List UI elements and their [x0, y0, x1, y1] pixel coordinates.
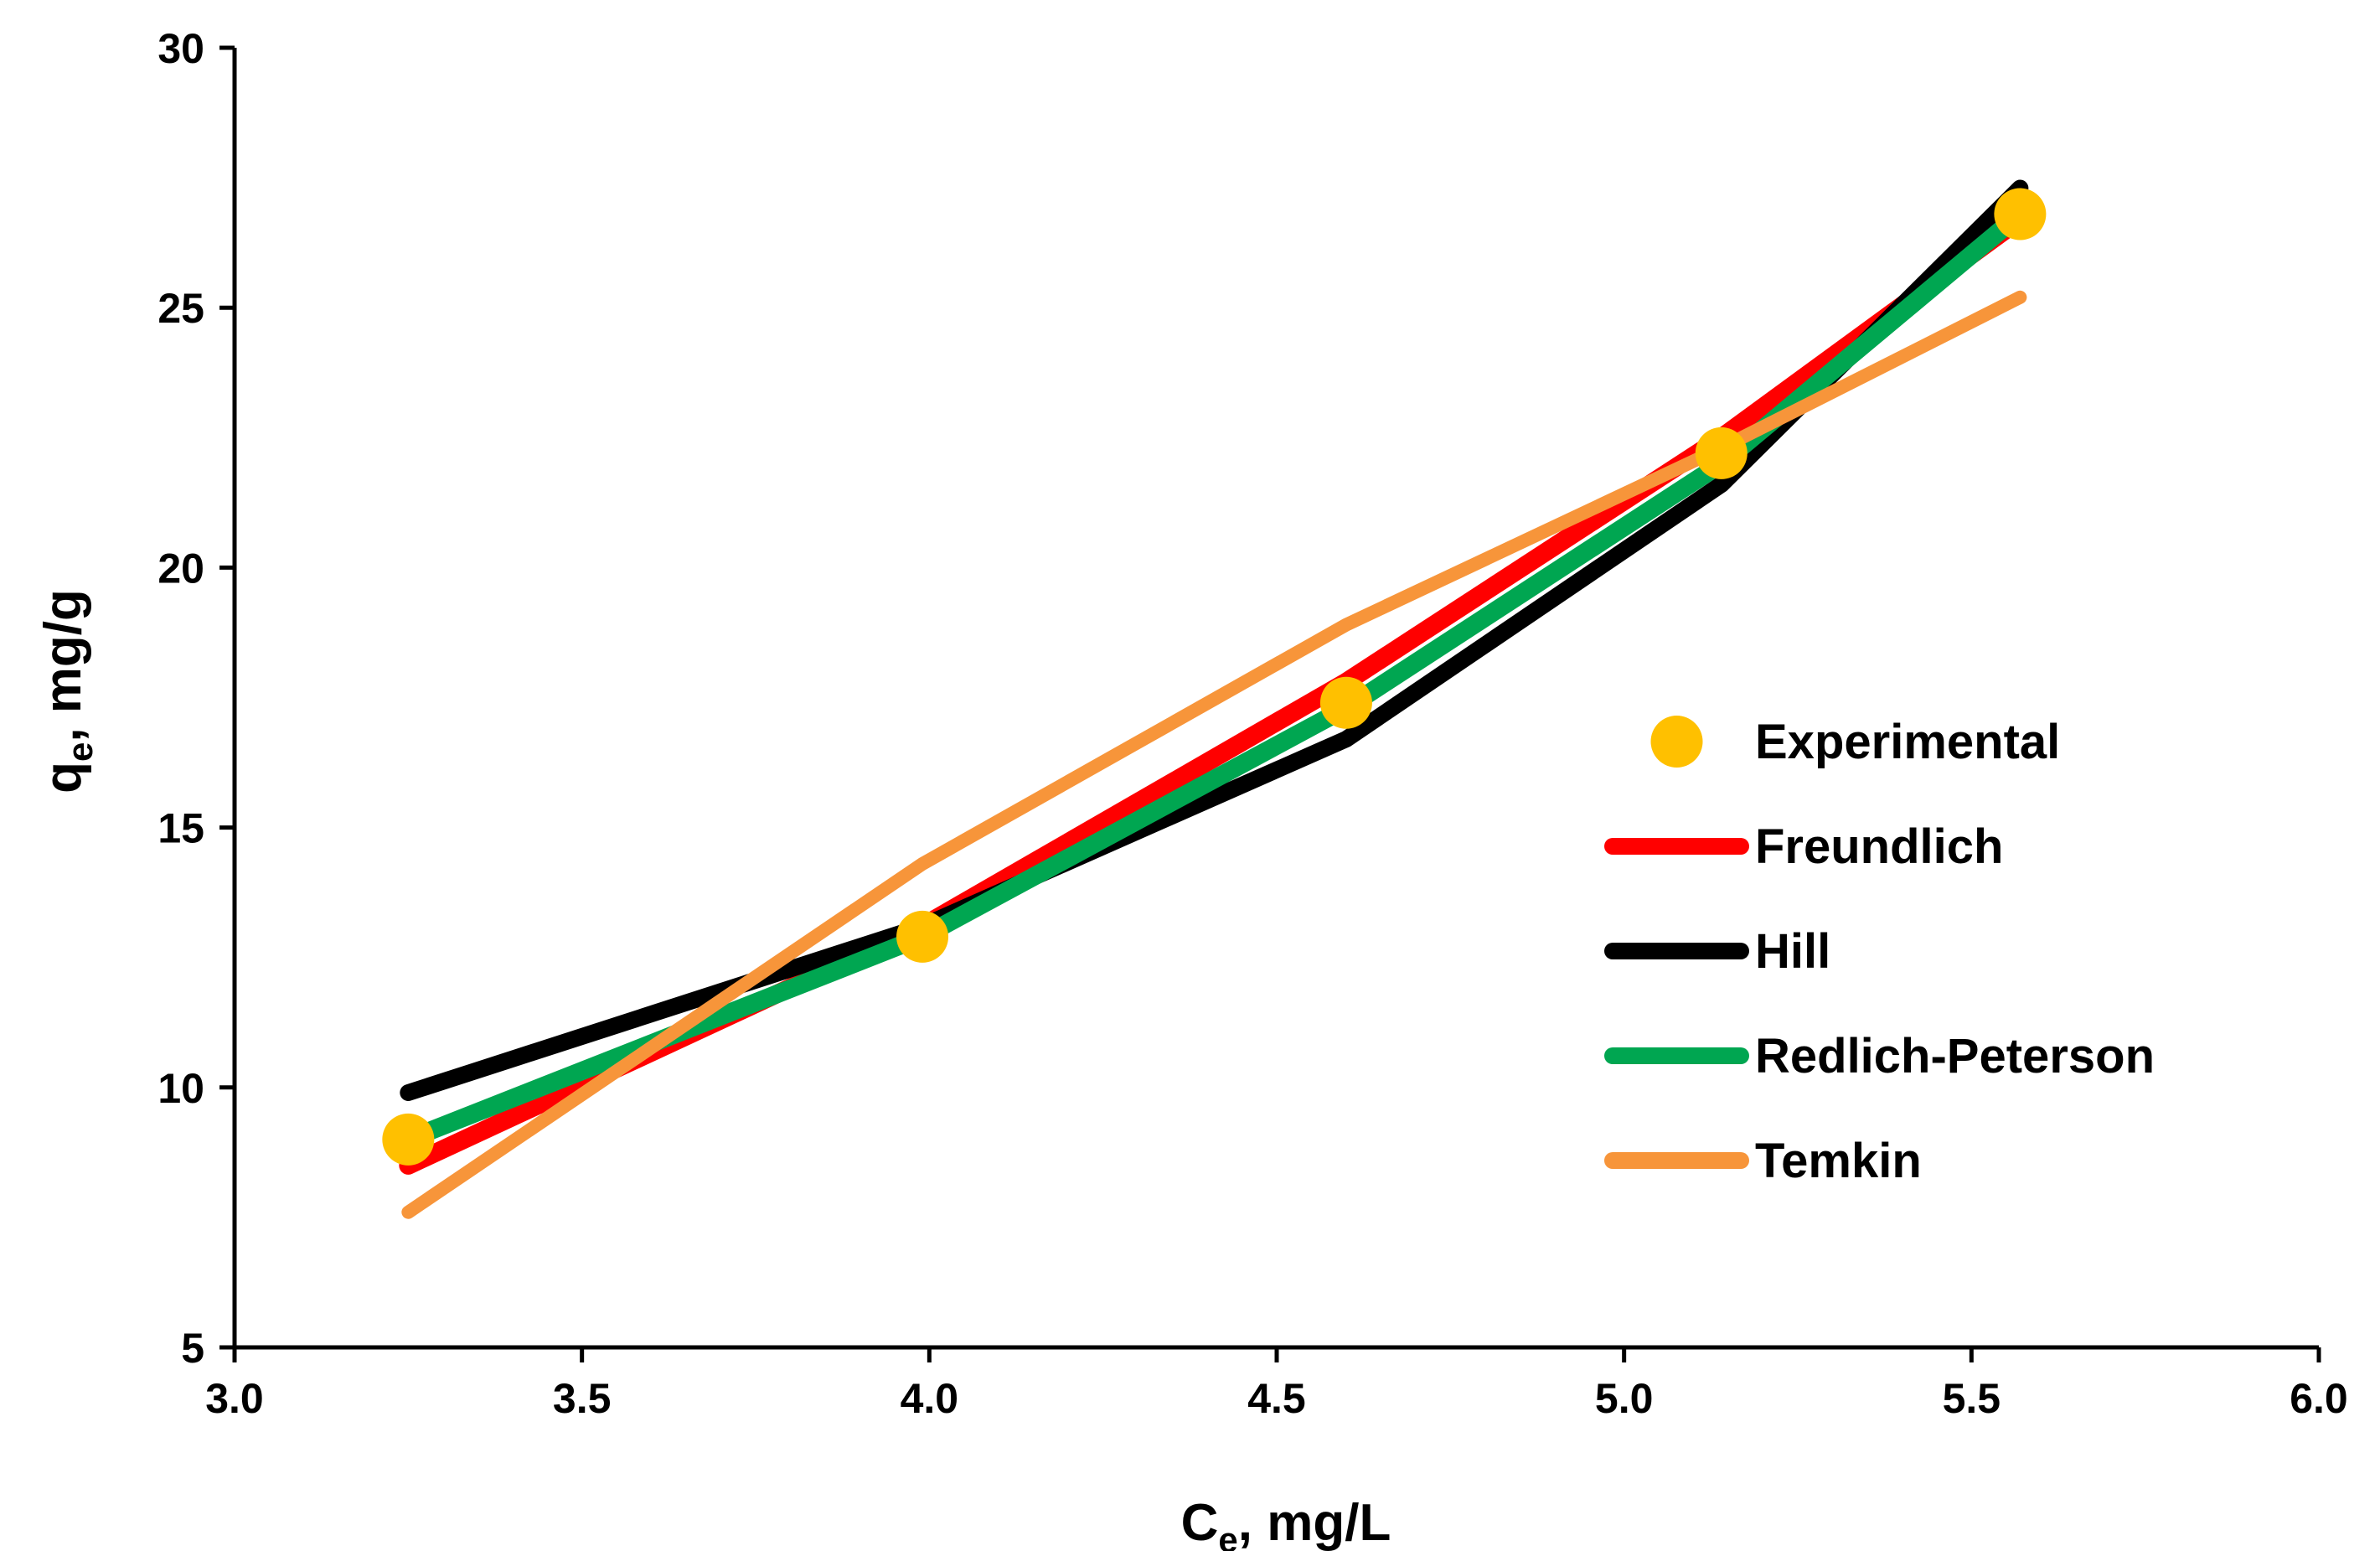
x-tick-label: 5.0: [1595, 1375, 1654, 1422]
x-tick-label: 6.0: [2290, 1375, 2348, 1422]
legend-label-freundlich: Freundlich: [1755, 819, 2003, 874]
legend-item-freundlich: Freundlich: [1604, 819, 2003, 874]
experimental-point: [896, 910, 949, 963]
x-tick-label: 3.0: [205, 1375, 264, 1422]
experimental-point: [1319, 676, 1372, 729]
y-tick-label: 25: [157, 285, 204, 332]
experimental-point: [1695, 427, 1748, 479]
legend-swatch-experimental: [1650, 716, 1703, 768]
y-tick-label: 10: [157, 1065, 204, 1112]
legend-label-redlich-peterson: Redlich-Peterson: [1755, 1029, 2155, 1083]
legend-label-experimental: Experimental: [1755, 715, 2060, 769]
x-ticks: 3.0 3.5 4.0 4.5 5.0 5.5 6.0: [205, 1347, 2348, 1422]
series-line-temkin: [401, 290, 2027, 1219]
legend-label-temkin: Temkin: [1755, 1134, 1922, 1188]
axes: [232, 48, 2319, 1350]
y-tick-label: 5: [181, 1325, 204, 1372]
x-tick-label: 3.5: [553, 1375, 612, 1422]
y-tick-label: 15: [157, 805, 204, 852]
legend-item-temkin: Temkin: [1604, 1134, 1922, 1188]
x-tick-label: 4.5: [1247, 1375, 1306, 1422]
y-tick-label: 20: [157, 545, 204, 592]
y-axis-label: qe, mg/g: [34, 589, 100, 794]
legend-item-redlich-peterson: Redlich-Peterson: [1604, 1029, 2155, 1083]
x-axis-label: Ce, mg/L: [1181, 1494, 1391, 1551]
plot-markers: [382, 188, 2047, 1166]
y-tick-label: 30: [157, 25, 204, 72]
series-line-redlich-peterson: [399, 204, 2030, 1149]
y-ticks: 5 10 15 20 25 30: [157, 25, 235, 1372]
legend-label-hill: Hill: [1755, 924, 1830, 979]
x-tick-label: 4.0: [901, 1375, 959, 1422]
legend-item-experimental: Experimental: [1650, 715, 2060, 769]
experimental-point: [382, 1113, 435, 1166]
legend: Experimental Freundlich Hill Redlich-Peters…: [1604, 715, 2155, 1188]
legend-item-hill: Hill: [1604, 924, 1830, 979]
experimental-point: [1994, 188, 2047, 240]
x-tick-label: 5.5: [1943, 1375, 2001, 1422]
